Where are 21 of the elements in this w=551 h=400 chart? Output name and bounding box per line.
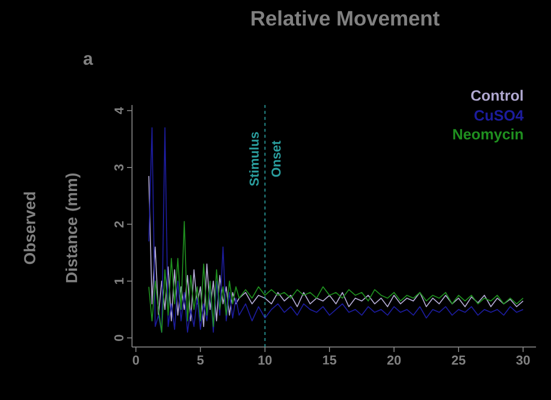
text: CuSO4 — [474, 110, 524, 121]
line-series — [148, 220, 524, 333]
text: Observed Distance (mm) — [24, 173, 80, 282]
y-tick-label: 1 — [114, 278, 124, 284]
text: Control — [471, 90, 523, 101]
y-tick-label: 4 — [114, 107, 124, 114]
y-tick-label: 3 — [114, 164, 124, 171]
x-tick-label: 30 — [516, 356, 530, 365]
x-tick-label: 20 — [387, 356, 401, 365]
x-tick-label: 10 — [258, 356, 272, 365]
x-tick-label: 0 — [132, 356, 139, 365]
line-series — [148, 127, 524, 333]
x-tick-label: 15 — [323, 356, 336, 365]
x-tick-label: 25 — [452, 356, 466, 365]
y-tick-label: 2 — [114, 221, 124, 228]
x-tick-label: 5 — [197, 356, 204, 365]
text: a — [84, 55, 94, 65]
chart-title: Relative Movement — [252, 10, 440, 26]
y-tick-label: 0 — [114, 334, 124, 341]
ref-line-label: Stimulus Onset — [249, 132, 281, 186]
text: Neomycin — [453, 128, 523, 142]
